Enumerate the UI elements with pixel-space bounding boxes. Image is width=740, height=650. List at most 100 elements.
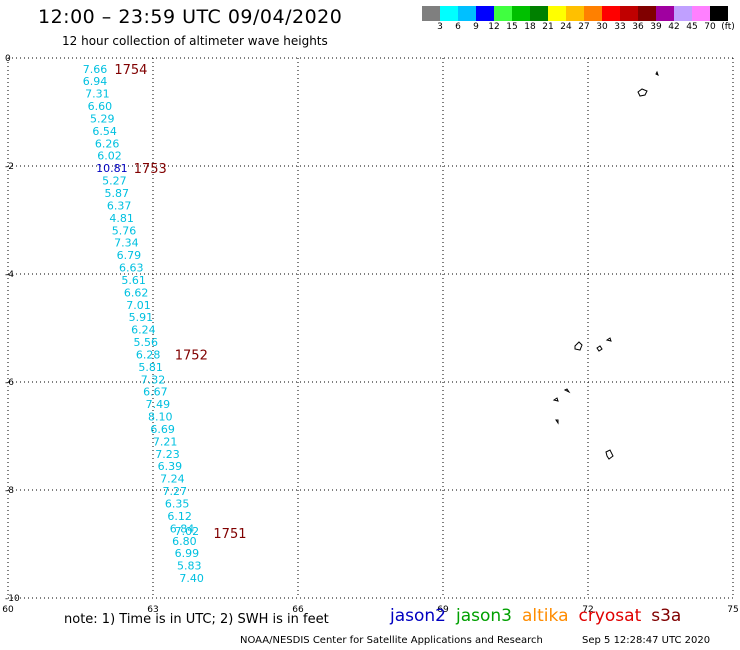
wave-height-value: 6.02 — [97, 150, 122, 163]
color-swatch — [494, 6, 512, 21]
wave-height-value: 7.66 — [83, 63, 108, 76]
wave-height-value: 6.69 — [150, 423, 175, 436]
legend-entry-jason3: jason3 — [456, 606, 512, 626]
x-tick-label: 63 — [147, 605, 158, 615]
wave-height-value: 5.91 — [129, 311, 154, 324]
color-scale-label: 45 — [686, 22, 698, 32]
wave-height-value: 6.99 — [175, 547, 200, 560]
color-swatch — [638, 6, 656, 21]
color-scale-label: 42 — [668, 22, 680, 32]
color-swatch — [512, 6, 530, 21]
x-tick-label: 66 — [292, 605, 304, 615]
color-swatch — [476, 6, 494, 21]
island-outline — [605, 449, 614, 460]
color-scale-label: 15 — [506, 22, 518, 32]
wave-height-value: 7.34 — [114, 237, 139, 250]
wave-height-value: 6.54 — [92, 125, 117, 138]
color-swatch — [422, 6, 440, 21]
x-tick-label: 75 — [727, 605, 738, 615]
color-scale-label: (ft) — [721, 22, 735, 32]
credit-text: NOAA/NESDIS Center for Satellite Applica… — [240, 635, 543, 646]
pass-time-label: 1753 — [134, 162, 167, 177]
color-scale-label: 21 — [542, 22, 554, 32]
wave-height-value: 7.21 — [153, 435, 178, 448]
color-swatch — [710, 6, 728, 21]
island-outline — [655, 70, 659, 76]
generation-timestamp: Sep 5 12:28:47 UTC 2020 — [582, 635, 711, 646]
wave-height-value: 6.94 — [83, 75, 108, 88]
color-swatch — [440, 6, 458, 21]
pass-time-label: 1751 — [213, 527, 246, 542]
color-swatch — [620, 6, 638, 21]
color-scale-label: 36 — [632, 22, 644, 32]
island-outline — [574, 341, 583, 351]
island-outline — [563, 388, 571, 394]
wave-height-value: 6.84 — [170, 522, 195, 535]
y-tick-label: -2 — [5, 162, 14, 172]
island-outline — [596, 345, 603, 352]
pass-time-label: 1754 — [114, 63, 147, 78]
y-tick-label: -4 — [5, 270, 14, 280]
wave-height-value: 7.27 — [163, 485, 188, 498]
color-swatch — [584, 6, 602, 21]
wave-height-value: 6.39 — [158, 460, 183, 473]
wave-height-value: 6.79 — [117, 249, 142, 262]
island-outline — [552, 397, 559, 402]
wave-height-value: 8.10 — [148, 411, 173, 424]
y-tick-label: -8 — [5, 486, 14, 496]
wave-height-value: 4.81 — [109, 212, 134, 225]
wave-height-value: 6.35 — [165, 498, 190, 511]
satellite-legend: jason2 jason3 altika cryosat s3a — [390, 606, 691, 626]
color-scale-label: 12 — [488, 22, 500, 32]
wave-height-value: 5.83 — [177, 560, 202, 573]
wave-height-value: 5.61 — [121, 274, 146, 287]
legend-entry-altika: altika — [522, 606, 569, 626]
color-scale-label: 30 — [596, 22, 608, 32]
x-tick-label: 69 — [437, 605, 449, 615]
y-tick-label: 0 — [5, 54, 11, 64]
legend-entry-jason2: jason2 — [390, 606, 446, 626]
color-swatch — [530, 6, 548, 21]
wave-height-value: 5.29 — [90, 112, 115, 125]
wave-height-value: 6.26 — [95, 137, 120, 150]
color-scale-label: 18 — [524, 22, 536, 32]
wave-height-value: 5.27 — [102, 175, 127, 188]
x-tick-label: 72 — [582, 605, 593, 615]
y-tick-label: -10 — [5, 594, 20, 604]
wave-height-value: 6.28 — [136, 348, 161, 361]
chart-title: 12:00 – 23:59 UTC 09/04/2020 — [38, 6, 343, 28]
color-scale-label: 6 — [455, 22, 461, 32]
color-swatch — [656, 6, 674, 21]
chart-subtitle: 12 hour collection of altimeter wave hei… — [62, 34, 328, 48]
wave-height-value: 6.60 — [88, 100, 113, 113]
color-scale-label: 70 — [704, 22, 716, 32]
wave-height-value: 6.67 — [143, 386, 168, 399]
legend-entry-cryosat: cryosat — [578, 606, 642, 626]
wave-height-value: 5.76 — [112, 224, 137, 237]
color-swatch — [566, 6, 584, 21]
wave-height-value: 7.32 — [141, 373, 166, 386]
color-swatch — [674, 6, 692, 21]
color-swatch — [548, 6, 566, 21]
wave-height-value: 6.12 — [167, 510, 192, 523]
color-scale-label: 9 — [473, 22, 479, 32]
color-scale-label: 24 — [560, 22, 572, 32]
wave-height-value: 5.81 — [138, 361, 163, 374]
y-tick-label: -6 — [5, 378, 14, 388]
island-outline — [605, 337, 612, 342]
color-scale-label: 3 — [437, 22, 443, 32]
wave-height-value: 6.62 — [124, 286, 149, 299]
wave-height-value: 7.01 — [126, 299, 151, 312]
color-scale-label: 39 — [650, 22, 662, 32]
island-outline — [555, 419, 559, 425]
wave-height-value: 7.02 — [175, 525, 200, 538]
wave-height-value: 7.31 — [85, 88, 110, 101]
color-scale-bar — [422, 6, 728, 21]
color-swatch — [602, 6, 620, 21]
note-text: note: 1) Time is in UTC; 2) SWH is in fe… — [64, 612, 329, 627]
color-swatch — [692, 6, 710, 21]
wave-height-value: 5.87 — [105, 187, 130, 200]
wave-height-value: 6.24 — [131, 324, 156, 337]
wave-height-value: 6.80 — [172, 535, 197, 548]
